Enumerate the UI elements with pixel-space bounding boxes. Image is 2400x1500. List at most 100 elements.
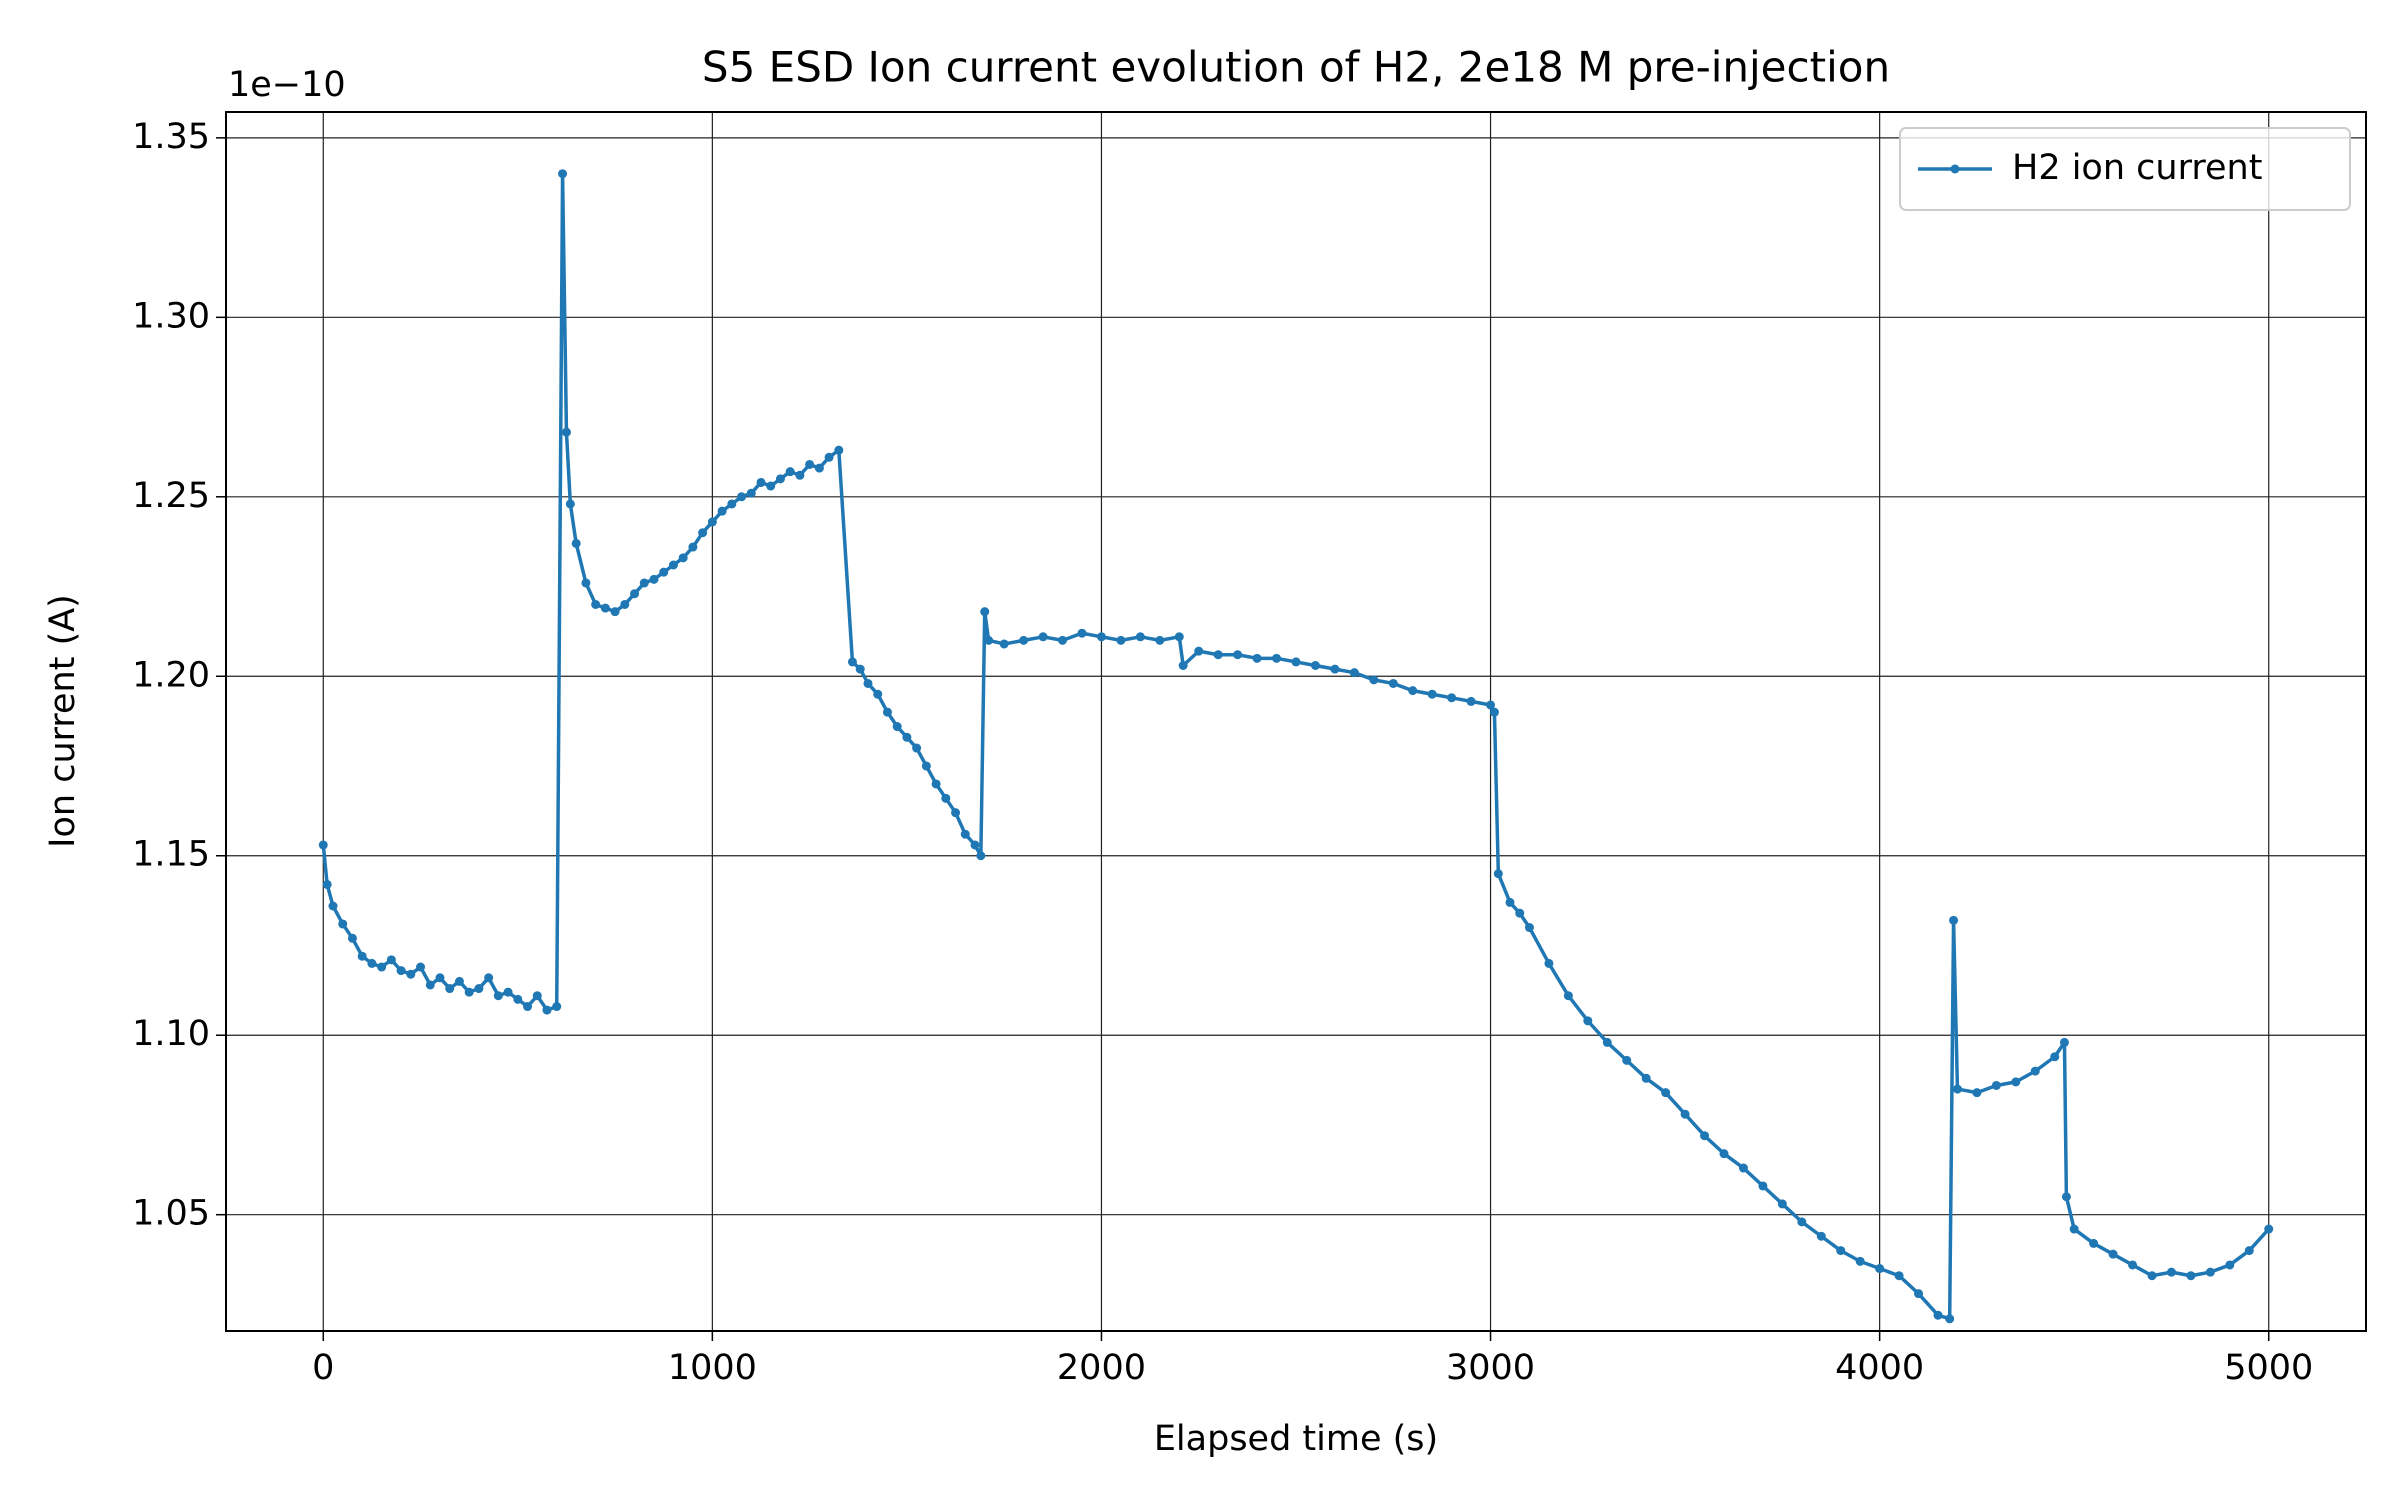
y-tick-label: 1.10 <box>132 1014 210 1054</box>
data-point <box>746 488 756 498</box>
data-point <box>600 603 610 613</box>
data-point <box>474 984 484 994</box>
y-tick-label: 1.05 <box>132 1194 210 1234</box>
data-point <box>941 793 951 803</box>
data-point <box>1758 1181 1768 1191</box>
data-point <box>620 599 630 609</box>
data-point <box>1174 632 1184 642</box>
y-tick-label: 1.20 <box>132 655 210 695</box>
x-tick-label: 4000 <box>1835 1348 1924 1388</box>
data-point <box>1077 628 1087 638</box>
data-point <box>377 962 387 972</box>
data-point <box>1019 635 1029 645</box>
data-point <box>1738 1163 1748 1173</box>
data-point <box>357 951 367 961</box>
data-point <box>1252 653 1262 663</box>
data-point <box>902 732 912 742</box>
data-point <box>513 994 523 1004</box>
data-point <box>668 560 678 570</box>
data-point <box>1486 700 1496 710</box>
data-point <box>1933 1310 1943 1320</box>
data-point <box>970 840 980 850</box>
data-point <box>1680 1109 1690 1119</box>
data-point <box>1116 635 1126 645</box>
data-point <box>1544 958 1554 968</box>
data-point <box>805 459 815 469</box>
data-point <box>406 969 416 979</box>
data-point <box>814 463 824 473</box>
data-point <box>2089 1238 2099 1248</box>
legend-label: H2 ion current <box>2012 148 2262 188</box>
data-point <box>318 840 328 850</box>
data-point <box>1505 897 1515 907</box>
data-point <box>1622 1055 1632 1065</box>
data-point <box>717 506 727 516</box>
data-point <box>1489 707 1499 717</box>
data-point <box>1661 1088 1671 1098</box>
data-point <box>396 966 406 976</box>
data-point <box>980 607 990 617</box>
data-point <box>2059 1037 2069 1047</box>
x-tick-label: 2000 <box>1057 1348 1146 1388</box>
data-point <box>464 987 474 997</box>
data-point <box>1135 632 1145 642</box>
data-point <box>630 589 640 599</box>
data-point <box>2069 1224 2079 1234</box>
data-point <box>639 578 649 588</box>
data-point <box>785 467 795 477</box>
data-point <box>766 481 776 491</box>
data-point <box>1233 650 1243 660</box>
data-point <box>688 542 698 552</box>
data-point <box>1914 1289 1924 1299</box>
data-point <box>1493 869 1503 879</box>
data-point <box>1719 1149 1729 1159</box>
data-point <box>698 528 708 538</box>
data-point <box>1427 689 1437 699</box>
data-point <box>1466 696 1476 706</box>
data-point <box>1797 1217 1807 1227</box>
data-point <box>1777 1199 1787 1209</box>
data-point <box>386 955 396 965</box>
x-tick-label: 5000 <box>2224 1348 2313 1388</box>
data-point <box>1349 668 1359 678</box>
data-point <box>1058 635 1068 645</box>
data-point <box>2186 1271 2196 1281</box>
y-axis-label: Ion current (A) <box>43 594 83 848</box>
data-point <box>795 470 805 480</box>
x-axis-label: Elapsed time (s) <box>1154 1419 1438 1459</box>
data-point <box>1447 693 1457 703</box>
data-point <box>1855 1256 1865 1266</box>
data-point <box>2244 1246 2254 1256</box>
y-tick-label: 1.25 <box>132 476 210 516</box>
data-point <box>1949 915 1959 925</box>
data-point <box>322 879 332 889</box>
data-point <box>1894 1271 1904 1281</box>
data-point <box>542 1005 552 1015</box>
data-point <box>2128 1260 2138 1270</box>
data-point <box>558 169 568 179</box>
data-point <box>775 474 785 484</box>
data-point <box>1515 908 1525 918</box>
data-point <box>847 657 857 667</box>
data-point <box>834 445 844 455</box>
data-point <box>445 984 455 994</box>
data-point <box>1945 1314 1955 1324</box>
data-point <box>707 517 717 527</box>
data-point <box>999 639 1009 649</box>
data-point <box>976 851 986 861</box>
x-tick-label: 3000 <box>1446 1348 1535 1388</box>
data-point <box>1096 632 1106 642</box>
data-point <box>2264 1224 2274 1234</box>
data-point <box>951 808 961 818</box>
data-point <box>1524 923 1534 933</box>
data-point <box>1583 1016 1593 1026</box>
data-point <box>931 779 941 789</box>
data-point <box>892 722 902 732</box>
data-point <box>1213 650 1223 660</box>
y-tick-label: 1.15 <box>132 835 210 875</box>
data-point <box>328 901 338 911</box>
data-point <box>435 973 445 983</box>
data-point <box>863 678 873 688</box>
data-point <box>1408 686 1418 696</box>
